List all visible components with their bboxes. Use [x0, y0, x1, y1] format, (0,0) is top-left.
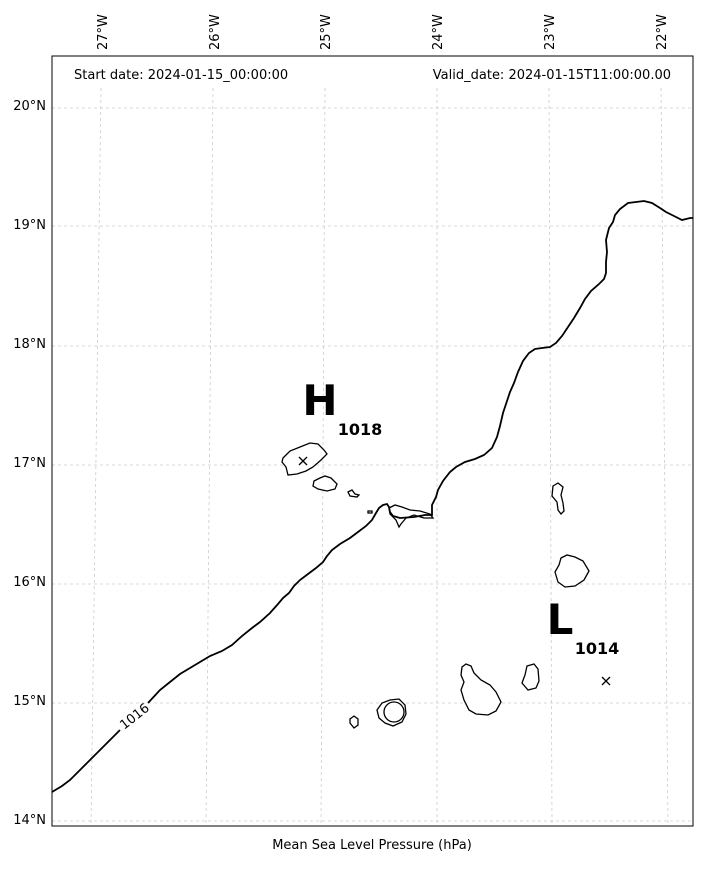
coastlines: [281, 442, 590, 729]
longitude-labels: 27°W 26°W 25°W 24°W 23°W 22°W: [96, 14, 670, 50]
lon-label-25w: 25°W: [319, 14, 334, 50]
high-pressure-center: H 1018: [298, 376, 383, 466]
latitude-labels: 20°N 19°N 18°N 17°N 16°N 15°N 14°N: [13, 99, 46, 828]
low-letter: L: [547, 595, 574, 644]
x-axis-title: Mean Sea Level Pressure (hPa): [272, 838, 472, 853]
map-frame: 1016 H 1018 L 1014 Start date: 2024-01-1…: [51, 55, 694, 827]
lon-label-26w: 26°W: [208, 14, 223, 50]
lat-label-20n: 20°N: [13, 99, 46, 114]
high-letter: H: [302, 376, 337, 425]
low-center-marker: [601, 676, 611, 686]
lon-label-24w: 24°W: [431, 14, 446, 50]
graticule: [52, 87, 693, 827]
island-fogo-caldera: [383, 701, 405, 723]
start-date-label: Start date: 2024-01-15_00:00:00: [74, 68, 288, 83]
island-sao-nicolau: [388, 504, 435, 529]
island-sao-vicente: [312, 475, 338, 492]
lat-label-16n: 16°N: [13, 575, 46, 590]
high-value: 1018: [338, 420, 383, 439]
lat-label-14n: 14°N: [13, 813, 46, 828]
island-santiago: [460, 663, 502, 716]
lon-label-22w: 22°W: [655, 14, 670, 50]
lon-label-27w: 27°W: [96, 14, 111, 50]
valid-date-label: Valid_date: 2024-01-15T11:00:00.00: [433, 68, 671, 83]
island-brava: [349, 715, 359, 729]
high-center-marker: [298, 456, 308, 466]
island-santa-luzia: [347, 489, 361, 498]
island-raso: [367, 510, 373, 514]
low-pressure-center: L 1014: [547, 595, 620, 686]
island-boa-vista: [554, 554, 590, 588]
low-value: 1014: [575, 639, 620, 658]
lat-label-18n: 18°N: [13, 337, 46, 352]
island-sal: [551, 482, 565, 515]
island-maio: [521, 663, 540, 691]
isobar-1016: [51, 200, 693, 793]
lat-label-17n: 17°N: [13, 456, 46, 471]
lon-label-23w: 23°W: [543, 14, 558, 50]
lat-label-15n: 15°N: [13, 694, 46, 709]
lat-label-19n: 19°N: [13, 218, 46, 233]
